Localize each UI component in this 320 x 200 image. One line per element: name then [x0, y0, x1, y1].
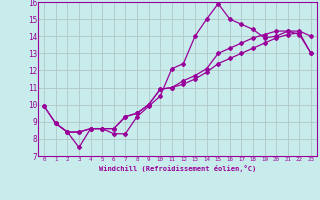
- X-axis label: Windchill (Refroidissement éolien,°C): Windchill (Refroidissement éolien,°C): [99, 165, 256, 172]
